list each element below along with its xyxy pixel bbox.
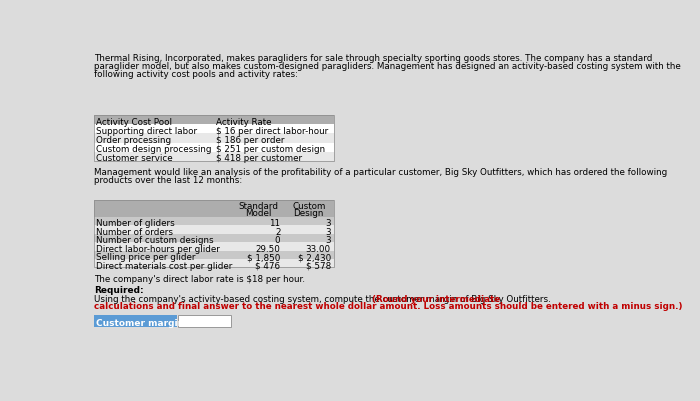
Text: Model: Model (245, 209, 272, 218)
Text: The company's direct labor rate is $18 per hour.: The company's direct labor rate is $18 p… (94, 274, 304, 283)
Text: Custom design processing: Custom design processing (96, 145, 211, 154)
Text: Number of custom designs: Number of custom designs (96, 235, 214, 245)
Bar (94, 316, 177, 327)
Text: $ 251 per custom design: $ 251 per custom design (216, 145, 326, 154)
Text: Design: Design (293, 209, 324, 218)
Text: $ 16 per direct labor-hour: $ 16 per direct labor-hour (216, 126, 328, 136)
Bar (94, 217, 334, 225)
Text: Using the company's activity-based costing system, compute the customer margin o: Using the company's activity-based costi… (94, 294, 553, 303)
Text: Number of gliders: Number of gliders (96, 219, 175, 228)
Bar (94, 251, 334, 259)
Text: Supporting direct labor: Supporting direct labor (96, 126, 197, 136)
Bar (94, 243, 334, 251)
Text: 11: 11 (270, 219, 281, 228)
Bar (94, 116, 334, 162)
Text: Direct labor-hours per glider: Direct labor-hours per glider (96, 244, 220, 253)
Bar (94, 200, 334, 268)
Text: 3: 3 (326, 227, 331, 236)
Text: Number of orders: Number of orders (96, 227, 173, 236)
Text: Activity Cost Pool: Activity Cost Pool (96, 117, 172, 126)
Text: 3: 3 (326, 235, 331, 245)
Bar (94, 152, 334, 162)
Bar (94, 225, 334, 234)
Text: Direct materials cost per glider: Direct materials cost per glider (96, 261, 232, 270)
Text: Customer margin: Customer margin (96, 318, 184, 327)
Bar (94, 144, 334, 152)
Text: Required:: Required: (94, 286, 144, 294)
Bar (178, 316, 231, 327)
Bar (94, 200, 334, 217)
Text: $ 1,850: $ 1,850 (247, 253, 281, 261)
Text: products over the last 12 months:: products over the last 12 months: (94, 176, 242, 184)
Text: Thermal Rising, Incorporated, makes paragliders for sale through specialty sport: Thermal Rising, Incorporated, makes para… (94, 54, 652, 63)
Text: 2: 2 (275, 227, 281, 236)
Text: 29.50: 29.50 (256, 244, 281, 253)
Text: Activity Rate: Activity Rate (216, 117, 272, 126)
Text: calculations and final answer to the nearest whole dollar amount. Loss amounts s: calculations and final answer to the nea… (94, 302, 682, 310)
Bar (94, 134, 334, 144)
Text: Management would like an analysis of the profitability of a particular customer,: Management would like an analysis of the… (94, 168, 667, 177)
Text: $ 418 per customer: $ 418 per customer (216, 154, 302, 163)
Bar (94, 125, 334, 134)
Text: $ 476: $ 476 (256, 261, 281, 270)
Text: 3: 3 (326, 219, 331, 228)
Text: Order processing: Order processing (96, 136, 171, 145)
Text: $ 186 per order: $ 186 per order (216, 136, 285, 145)
Text: 0: 0 (275, 235, 281, 245)
Text: Customer service: Customer service (96, 154, 173, 163)
Text: (Round your intermediate: (Round your intermediate (372, 294, 500, 303)
Text: following activity cost pools and activity rates:: following activity cost pools and activi… (94, 70, 298, 79)
Text: $ 2,430: $ 2,430 (298, 253, 331, 261)
Bar (94, 234, 334, 243)
Text: $ 578: $ 578 (306, 261, 331, 270)
Text: Standard: Standard (239, 202, 279, 211)
Text: Custom: Custom (292, 202, 326, 211)
Bar (94, 259, 334, 268)
Text: Selling price per glider: Selling price per glider (96, 253, 195, 261)
Text: 33.00: 33.00 (306, 244, 331, 253)
Text: paraglider model, but also makes custom-designed paragliders. Management has des: paraglider model, but also makes custom-… (94, 62, 680, 71)
Bar (94, 116, 334, 125)
